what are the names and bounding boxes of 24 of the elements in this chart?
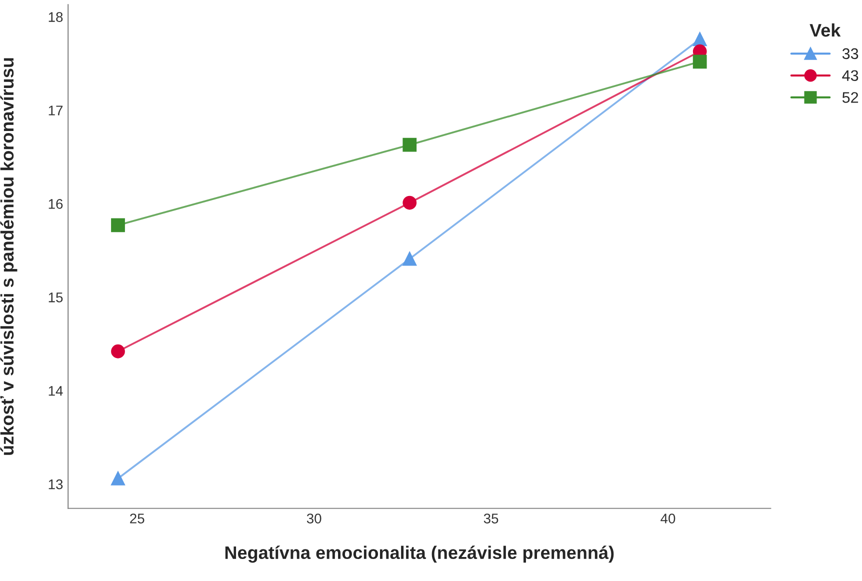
point bbox=[402, 138, 417, 152]
point bbox=[111, 218, 125, 232]
point bbox=[402, 252, 417, 266]
legend-title: Vek bbox=[810, 23, 841, 37]
x-tick-label: 30 bbox=[306, 514, 322, 524]
legend-label: 52 bbox=[842, 92, 858, 103]
point bbox=[111, 344, 125, 358]
y-tick-label: 13 bbox=[48, 479, 63, 490]
legend-label: 43 bbox=[842, 70, 858, 82]
point bbox=[402, 196, 417, 210]
x-tick-label: 35 bbox=[484, 514, 498, 524]
x-axis-title: Negatívna emocionalita (nezávisle premenná) bbox=[225, 546, 614, 563]
y-tick-label: 14 bbox=[48, 386, 63, 396]
y-axis-title: úzkosť v súvislosti s pandémiou koronavírusu bbox=[0, 58, 18, 455]
y-tick-label: 17 bbox=[48, 106, 63, 116]
y-tick-label: 18 bbox=[48, 12, 63, 22]
legend-label: 33 bbox=[842, 48, 858, 60]
x-tick-label: 40 bbox=[660, 514, 676, 524]
point bbox=[692, 32, 707, 46]
point bbox=[692, 54, 707, 69]
y-tick-label: 15 bbox=[48, 292, 63, 302]
point bbox=[111, 472, 125, 486]
x-tick-label: 25 bbox=[130, 514, 144, 524]
y-tick-label: 16 bbox=[48, 199, 63, 209]
